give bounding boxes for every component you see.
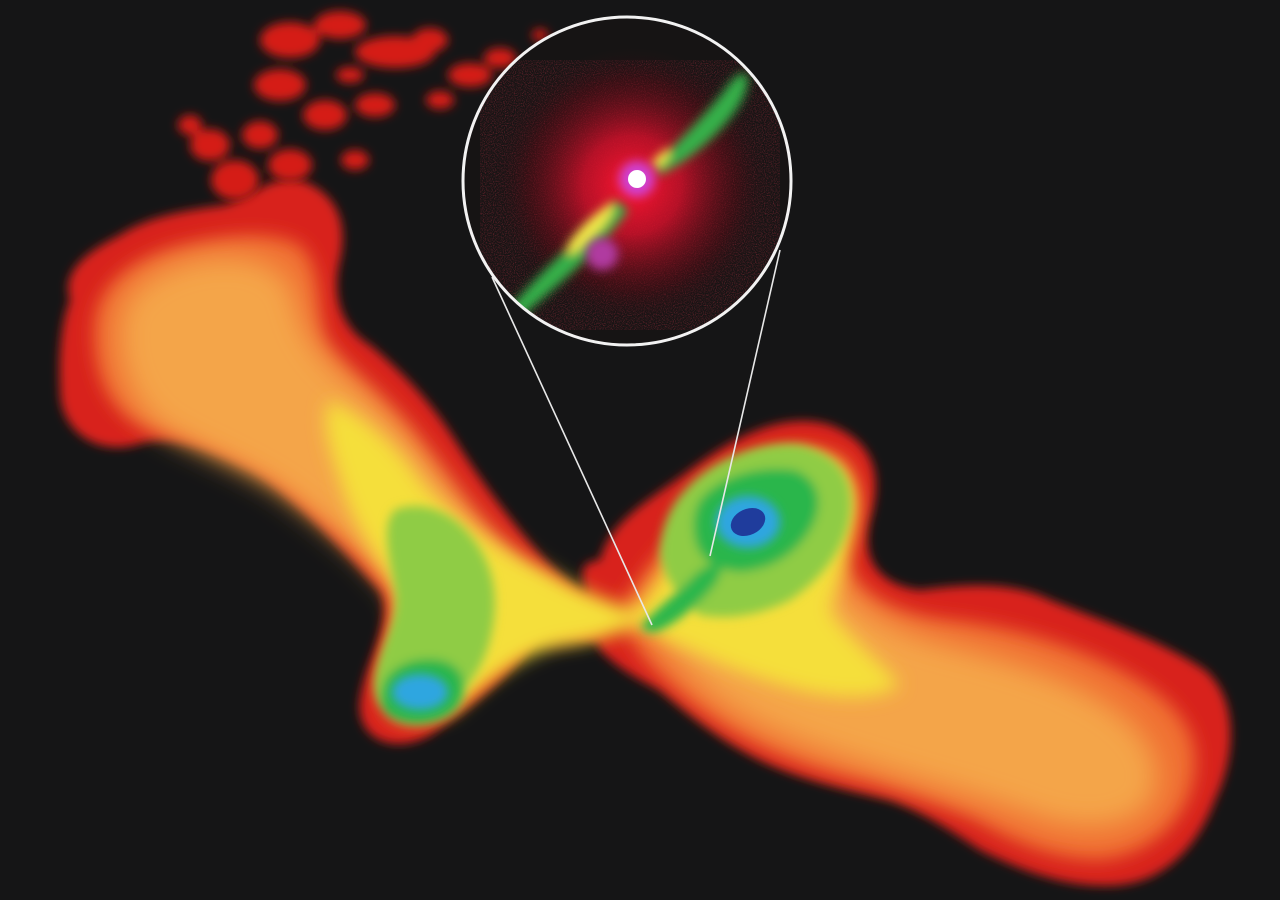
inset-border (461, 15, 793, 347)
callout-lines (491, 249, 781, 626)
inset-core (628, 170, 646, 188)
callout-line-left (491, 276, 653, 626)
ne-hotspot-core (730, 507, 766, 537)
sw-hotspot (392, 674, 448, 710)
callout-line-right (709, 249, 781, 557)
inset-purple-blob (586, 238, 618, 270)
inset-jet (503, 73, 748, 325)
inset-view (461, 15, 793, 347)
red-wisps (178, 11, 548, 200)
blue-hotspots (392, 496, 780, 710)
